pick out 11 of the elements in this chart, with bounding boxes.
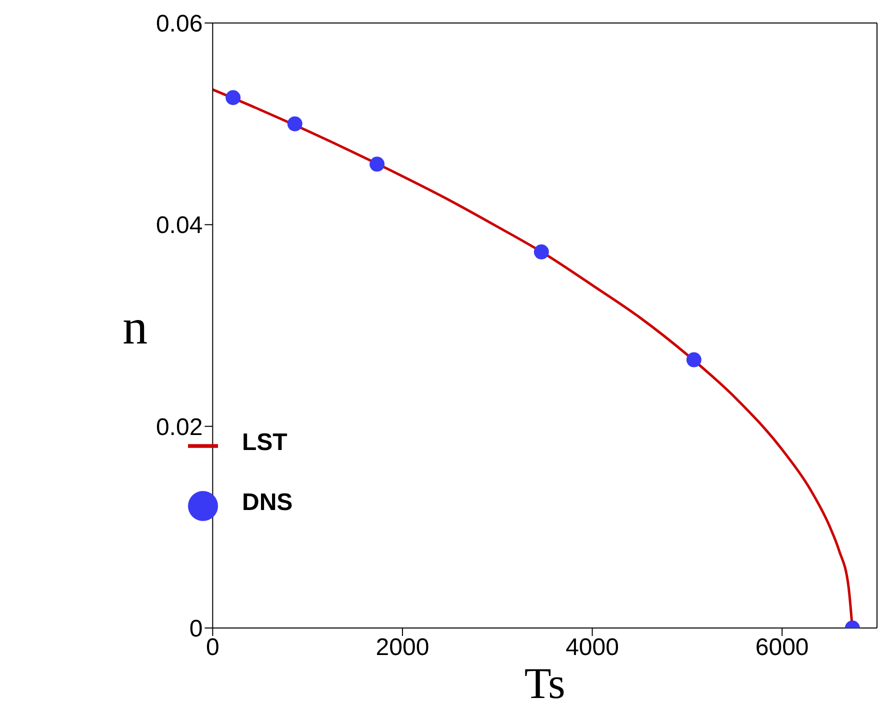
x-tick-label: 2000 (376, 634, 430, 662)
x-tick-label: 4000 (566, 634, 619, 662)
y-tick-label: 0.02 (156, 414, 203, 441)
y-tick-label: 0 (189, 616, 203, 643)
legend-label: LST (242, 429, 288, 456)
y-tick-label: 0.04 (156, 212, 203, 240)
legend-label: DNS (242, 489, 293, 516)
x-tick-label: 6000 (755, 634, 809, 662)
y-tick-label: 0.06 (156, 10, 203, 38)
y-axis-title: n (122, 298, 148, 354)
x-axis-title: Ts (524, 659, 566, 708)
